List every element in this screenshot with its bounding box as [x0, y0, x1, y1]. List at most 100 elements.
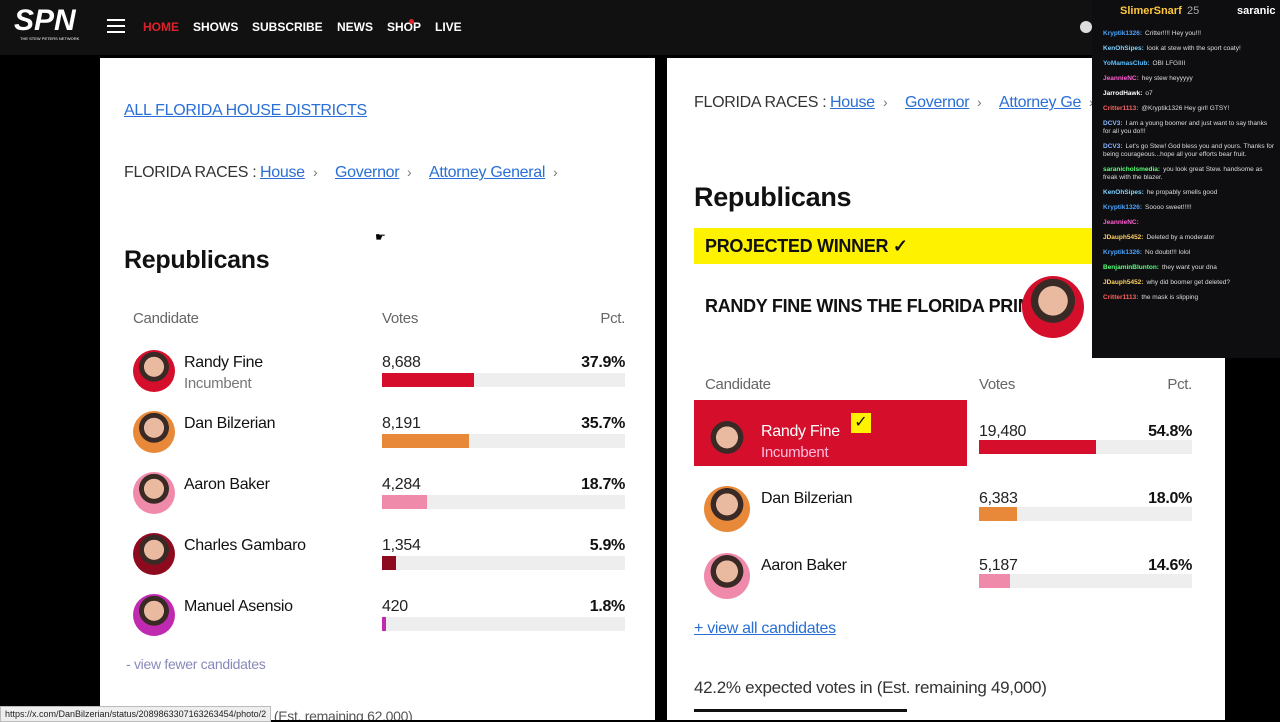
bar [382, 617, 387, 631]
candidate-name: Aaron Baker [761, 557, 847, 574]
race-link[interactable]: Attorney Ge [999, 94, 1082, 111]
check-box: ✓ [851, 413, 871, 433]
chat-text: No doubt!!! lolol [1145, 249, 1191, 256]
chat-message: JDauph5452: why did boomer get deleted? [1103, 279, 1275, 287]
menu-icon-mid [107, 25, 125, 27]
chat-count: 25 [1187, 5, 1200, 17]
chat-message: Kryptik1326: No doubt!!! lolol [1103, 249, 1275, 257]
chat-message: Kryptik1326: Soooo sweet!!!!! [1103, 204, 1275, 212]
nav-link[interactable]: HOME [143, 20, 179, 34]
chat-text: @Kryptik1326 Hey girl! GTSY! [1141, 105, 1230, 112]
chat-username[interactable]: JDauph5452: [1103, 279, 1144, 286]
candidate-note: Incumbent [184, 375, 252, 392]
chat-username[interactable]: KenOhSipes: [1103, 189, 1144, 196]
chat-username[interactable]: BenjaminBlunton: [1103, 264, 1159, 271]
bar-track [979, 574, 1192, 588]
candidate-name: Aaron Baker [184, 476, 270, 493]
avatar [133, 533, 175, 575]
bar-track [382, 495, 625, 509]
candidate-name: Manuel Asensio [184, 598, 293, 615]
chat-text: o7 [1145, 90, 1153, 97]
view-fewer[interactable]: - view fewer candidates [126, 656, 266, 672]
pct: 14.6% [1148, 557, 1192, 574]
chat-text: you look great Stew. handsome as freak w… [1103, 166, 1263, 181]
col-header: Pct. [1167, 376, 1192, 393]
votes: 19,480 [979, 423, 1027, 440]
logo-sub: THE STEW PETERS NETWORK [20, 36, 80, 41]
chat-text: the mask is slipping [1141, 294, 1199, 301]
bar [382, 495, 428, 509]
chat-message: Critter1113: the mask is slipping [1103, 294, 1275, 302]
chat-username[interactable]: DCV3: [1103, 143, 1123, 150]
chat-message: KenOhSipes: look at stew with the sport c… [1103, 45, 1275, 53]
nav-link[interactable]: SUBSCRIBE [252, 20, 323, 34]
col-header: Votes [382, 310, 419, 327]
pct: 37.9% [581, 354, 625, 371]
chat-username[interactable]: DCV3: [1103, 120, 1123, 127]
pct: 1.8% [589, 598, 626, 615]
chat-text: they want your dna [1161, 264, 1217, 271]
votes: 4,284 [382, 476, 421, 493]
candidate-name: Charles Gambaro [184, 537, 306, 554]
nav-link[interactable]: LIVE [435, 20, 462, 34]
chat-message: KenOhSipes: he propably smells good [1103, 189, 1275, 197]
chat-username[interactable]: JeannieNC: [1103, 75, 1139, 82]
chat-username[interactable]: YoMamasClub: [1103, 60, 1150, 67]
nav-link[interactable]: SHOWS [193, 20, 239, 34]
race-link[interactable]: House [830, 94, 875, 111]
chat-text: Soooo sweet!!!!! [1145, 204, 1192, 211]
col-header: Pct. [600, 310, 625, 327]
chat-username[interactable]: Critter1113: [1103, 294, 1139, 301]
votes: 420 [382, 598, 408, 615]
chevron: › [313, 164, 318, 180]
votes: 1,354 [382, 537, 421, 554]
chat-username[interactable]: Critter1113: [1103, 105, 1139, 112]
candidate-name: Randy Fine [761, 423, 840, 440]
chat-username[interactable]: JeannieNC: [1103, 219, 1139, 226]
back-link[interactable]: ALL FLORIDA HOUSE DISTRICTS [124, 102, 367, 119]
chat-username[interactable]: saranicholsmedia: [1103, 166, 1161, 173]
chat-username[interactable]: KenOhSipes: [1103, 45, 1144, 52]
progress-bar [694, 709, 907, 712]
bar [979, 507, 1018, 521]
nav-link[interactable]: NEWS [337, 20, 373, 34]
chat-message: JeannieNC: [1103, 219, 1275, 227]
col-header: Candidate [705, 376, 771, 393]
pct: 18.7% [581, 476, 625, 493]
chat-username[interactable]: Kryptik1326: [1103, 249, 1143, 256]
chat-text: look at stew with the sport coaty! [1146, 45, 1241, 52]
chat-username[interactable]: JarrodHawk: [1103, 90, 1143, 97]
chat-username[interactable]: JDauph5452: [1103, 234, 1144, 241]
view-all[interactable]: + view all candidates [694, 620, 836, 637]
col-header: Candidate [133, 310, 199, 327]
chat-username[interactable]: Kryptik1326: [1103, 204, 1143, 211]
chat-message: DCV3: Let's go Stew! God bless you and yo… [1103, 143, 1275, 159]
votes: 5,187 [979, 557, 1018, 574]
chat-message: JDauph5452: Deleted by a moderator [1103, 234, 1275, 242]
votes: 6,383 [979, 490, 1018, 507]
chat-text: Let's go Stew! God bless you and yours. … [1103, 143, 1275, 158]
chat-message: Kryptik1326: Critter!!!! Hey you!!! [1103, 30, 1275, 38]
expected: 42.2% expected votes in (Est. remaining … [694, 678, 1047, 697]
chat-message: saranicholsmedia: you look great Stew. ha… [1103, 166, 1275, 182]
left-panel: ALL FLORIDA HOUSE DISTRICTS FLORIDA RACES… [100, 58, 655, 720]
chat-message: YoMamasClub: OBI LFGIIII [1103, 60, 1275, 68]
chat-text: he propably smells good [1146, 189, 1218, 196]
race-link[interactable]: Attorney General [429, 164, 546, 181]
chevron: › [407, 164, 412, 180]
chat-message: DCV3: I am a young boomer and just want t… [1103, 120, 1275, 136]
chat-username[interactable]: Kryptik1326: [1103, 30, 1143, 37]
chevron: › [553, 164, 558, 180]
race-link[interactable]: House [260, 164, 305, 181]
col-header: Votes [979, 376, 1016, 393]
avatar [133, 472, 175, 514]
race-link[interactable]: Governor [905, 94, 970, 111]
candidate-name: Dan Bilzerian [761, 490, 853, 507]
nav-link[interactable]: SHOP [387, 20, 422, 34]
bar [382, 373, 475, 387]
bar [382, 556, 397, 570]
chat-text: OBI LFGIIII [1152, 60, 1186, 67]
race-link[interactable]: Governor [335, 164, 400, 181]
live-dot [409, 19, 414, 24]
